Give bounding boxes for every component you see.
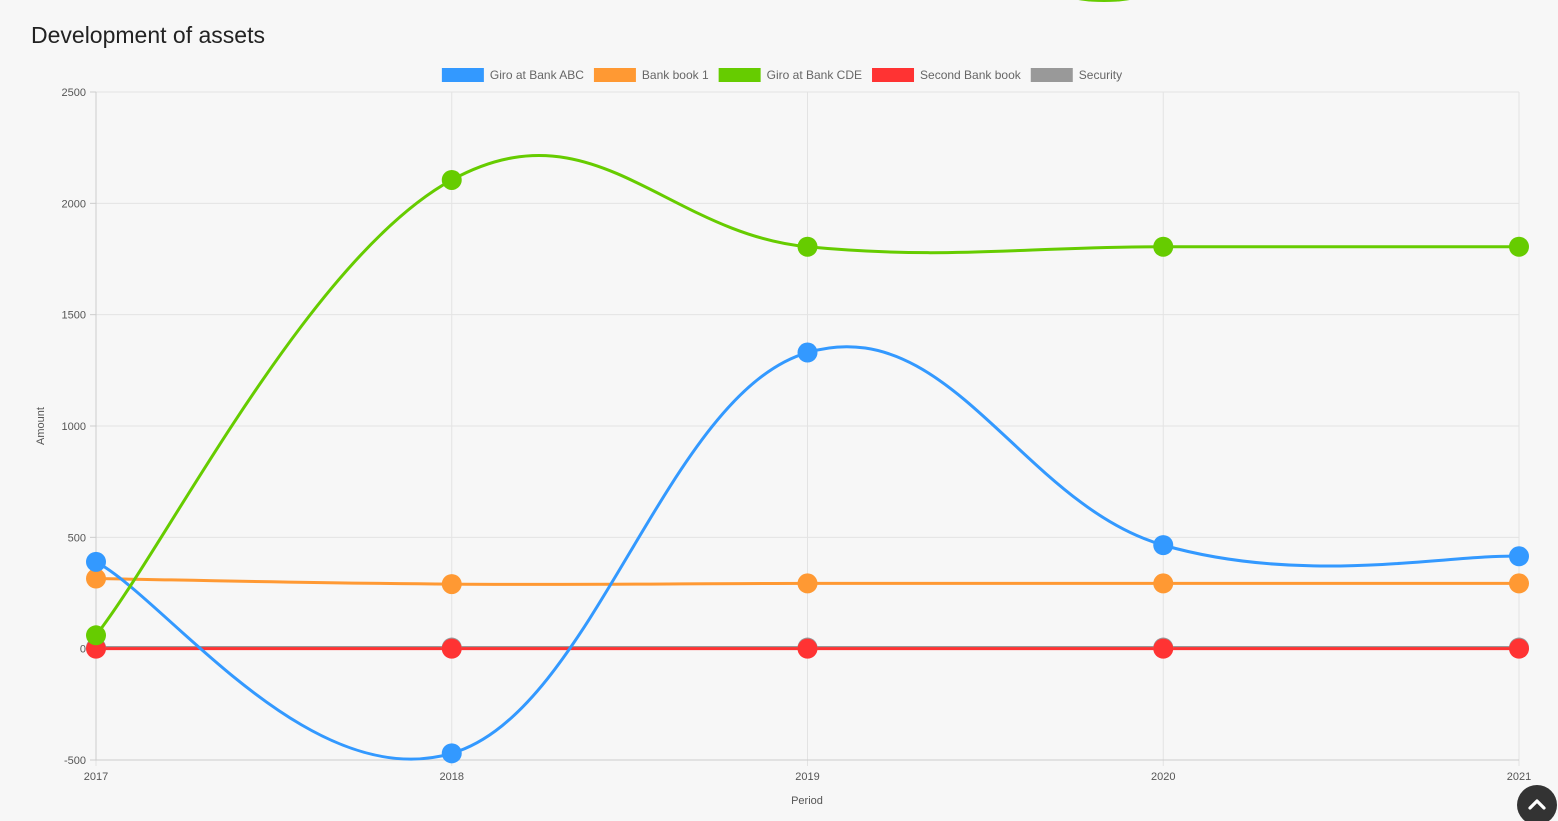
y-tick-label: 2500 [62, 87, 86, 99]
series-points [86, 169, 1529, 764]
legend-swatch [441, 68, 484, 82]
x-tick-label: 2020 [1151, 771, 1175, 783]
data-point[interactable] [86, 551, 106, 572]
y-tick-label: 500 [68, 532, 86, 544]
legend-item[interactable]: Bank book 1 [593, 68, 709, 82]
grid-lines [95, 91, 1520, 766]
x-tick-label: 2018 [440, 771, 464, 783]
top-accent-shape [1072, 0, 1136, 2]
y-tick-label: 0 [80, 644, 86, 656]
x-tick-label: 2019 [795, 771, 819, 783]
data-point[interactable] [86, 568, 106, 589]
legend-label: Second Bank book [920, 68, 1022, 82]
data-point[interactable] [86, 625, 106, 646]
series-line-2 [94, 154, 1519, 637]
x-tick-label: 2017 [84, 771, 108, 783]
tick-labels: -500 0 500 1000 1500 2000 2500 2017 2018 2019 2020… [62, 87, 1532, 783]
legend-swatch [593, 68, 636, 82]
data-point[interactable] [797, 236, 818, 257]
data-point[interactable] [441, 638, 462, 659]
data-point[interactable] [1509, 546, 1529, 567]
legend-label: Giro at Bank ABC [490, 68, 584, 82]
legend: Giro at Bank ABC Bank book 1 Giro at Bank … [441, 68, 1122, 82]
legend-item[interactable]: Giro at Bank ABC [441, 68, 584, 82]
legend-item[interactable]: Second Bank book [872, 68, 1022, 82]
data-point[interactable] [797, 638, 818, 659]
legend-item[interactable]: Security [1030, 68, 1122, 82]
legend-item[interactable]: Giro at Bank CDE [718, 68, 862, 82]
legend-swatch [872, 68, 915, 82]
x-axis-title: Period [791, 795, 823, 807]
y-tick-label: 2000 [62, 198, 86, 210]
chevron-up-icon [1528, 799, 1546, 810]
x-tick-label: 2021 [1507, 771, 1531, 783]
scroll-to-top-button[interactable] [1517, 785, 1557, 821]
legend-swatch [1030, 68, 1073, 82]
data-point[interactable] [1509, 236, 1529, 257]
data-point[interactable] [441, 169, 462, 190]
data-point[interactable] [441, 574, 462, 595]
series-line-0 [95, 345, 1520, 761]
legend-swatch [718, 68, 761, 82]
data-point[interactable] [441, 743, 462, 764]
data-point[interactable] [1153, 535, 1174, 556]
legend-label: Giro at Bank CDE [767, 68, 862, 82]
legend-label: Security [1079, 68, 1122, 82]
y-tick-label: 1000 [62, 421, 86, 433]
data-point[interactable] [1509, 573, 1529, 594]
data-point[interactable] [1153, 638, 1174, 659]
data-point[interactable] [797, 573, 818, 594]
data-point[interactable] [1153, 236, 1174, 257]
y-tick-label: -500 [64, 755, 86, 767]
page-title: Development of assets [31, 22, 265, 48]
y-axis-title: Amount [35, 407, 47, 445]
data-point[interactable] [797, 342, 818, 363]
data-point[interactable] [1153, 573, 1174, 594]
data-point[interactable] [1509, 638, 1529, 659]
legend-label: Bank book 1 [642, 68, 709, 82]
y-tick-label: 1500 [62, 310, 86, 322]
